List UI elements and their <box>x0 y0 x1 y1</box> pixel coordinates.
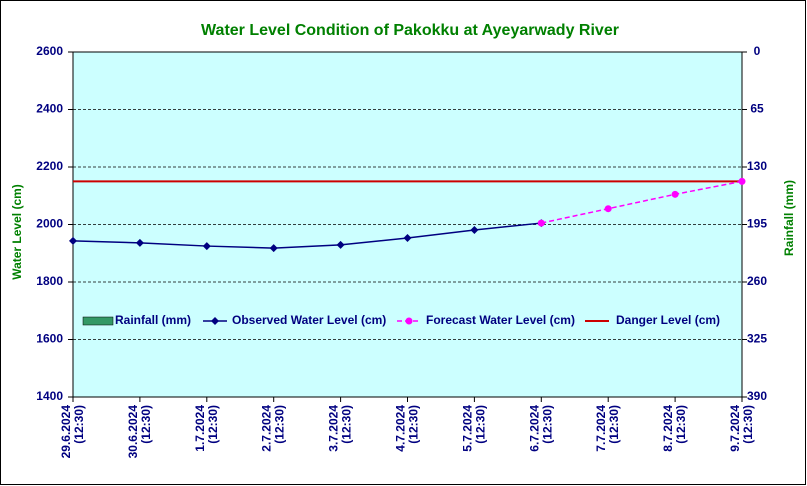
legend-label: Rainfall (mm) <box>115 313 191 327</box>
x-tick-label: 7.7.2024(12:30) <box>594 405 621 452</box>
forecast-marker <box>671 190 679 198</box>
x-tick-label: 3.7.2024(12:30) <box>327 405 354 452</box>
y2-tick-label: 130 <box>747 159 767 173</box>
x-tick-time: (12:30) <box>206 405 220 444</box>
x-tick-time: (12:30) <box>607 405 621 444</box>
y-tick-label: 2000 <box>36 217 63 231</box>
y2-tick-label: 65 <box>750 102 764 116</box>
x-tick-time: (12:30) <box>407 405 421 444</box>
x-tick-label: 9.7.2024(12:30) <box>728 405 755 452</box>
y2-axis-title: Rainfall (mm) <box>782 180 796 256</box>
x-tick-date: 3.7.2024 <box>327 405 341 452</box>
series-line <box>72 222 542 249</box>
x-tick-label: 2.7.2024(12:30) <box>260 405 287 452</box>
x-tick-label: 8.7.2024(12:30) <box>661 405 688 452</box>
y2-tick-label: 260 <box>747 274 767 288</box>
legend-label: Forecast Water Level (cm) <box>426 313 575 327</box>
x-tick-label: 5.7.2024(12:30) <box>461 405 488 452</box>
y2-tick-label: 195 <box>747 217 767 231</box>
x-tick-date: 8.7.2024 <box>661 405 675 452</box>
y-tick-label: 1800 <box>36 274 63 288</box>
x-tick-date: 5.7.2024 <box>461 405 475 452</box>
y2-tick-label: 325 <box>747 332 767 346</box>
x-tick-date: 6.7.2024 <box>527 405 541 452</box>
x-tick-label: 29.6.2024(12:30) <box>59 405 86 459</box>
x-tick-label: 30.6.2024(12:30) <box>126 405 153 459</box>
x-tick-label: 4.7.2024(12:30) <box>394 405 421 452</box>
x-tick-date: 29.6.2024 <box>59 405 73 459</box>
x-tick-label: 1.7.2024(12:30) <box>193 405 220 452</box>
observed-marker <box>470 225 479 234</box>
y-tick-label: 2400 <box>36 102 63 116</box>
y-axis-title: Water Level (cm) <box>10 184 24 280</box>
x-tick-time: (12:30) <box>139 405 153 444</box>
observed-marker <box>135 238 144 247</box>
series-line <box>541 180 743 224</box>
forecast-marker <box>604 205 612 213</box>
x-tick-date: 4.7.2024 <box>394 405 408 452</box>
forecast-marker <box>537 219 545 227</box>
observed-marker <box>269 244 278 253</box>
x-tick-date: 9.7.2024 <box>728 405 742 452</box>
x-tick-label: 6.7.2024(12:30) <box>527 405 554 452</box>
legend-label: Observed Water Level (cm) <box>232 313 386 327</box>
y-tick-label: 2200 <box>36 159 63 173</box>
x-tick-time: (12:30) <box>674 405 688 444</box>
x-tick-time: (12:30) <box>273 405 287 444</box>
x-tick-time: (12:30) <box>540 405 554 444</box>
x-tick-time: (12:30) <box>741 405 755 444</box>
y-tick-label: 1400 <box>36 389 63 403</box>
x-tick-date: 30.6.2024 <box>126 405 140 459</box>
y2-tick-label: 390 <box>747 389 767 403</box>
legend-marker <box>405 317 413 325</box>
observed-marker <box>69 236 77 245</box>
legend-marker <box>211 317 219 325</box>
x-tick-time: (12:30) <box>340 405 354 444</box>
y2-tick-label: 0 <box>754 44 761 58</box>
legend-swatch <box>82 316 114 326</box>
x-tick-date: 7.7.2024 <box>594 405 608 452</box>
x-tick-date: 2.7.2024 <box>260 405 274 452</box>
x-tick-time: (12:30) <box>474 405 488 444</box>
x-tick-time: (12:30) <box>72 405 86 444</box>
observed-marker <box>202 242 211 251</box>
y-tick-label: 1600 <box>36 332 63 346</box>
observed-marker <box>336 240 345 249</box>
y-tick-label: 2600 <box>36 44 63 58</box>
observed-marker <box>403 234 412 243</box>
x-tick-date: 1.7.2024 <box>193 405 207 452</box>
legend-label: Danger Level (cm) <box>616 313 720 327</box>
chart-title: Water Level Condition of Pakokku at Ayey… <box>201 22 619 39</box>
forecast-marker <box>738 177 746 185</box>
